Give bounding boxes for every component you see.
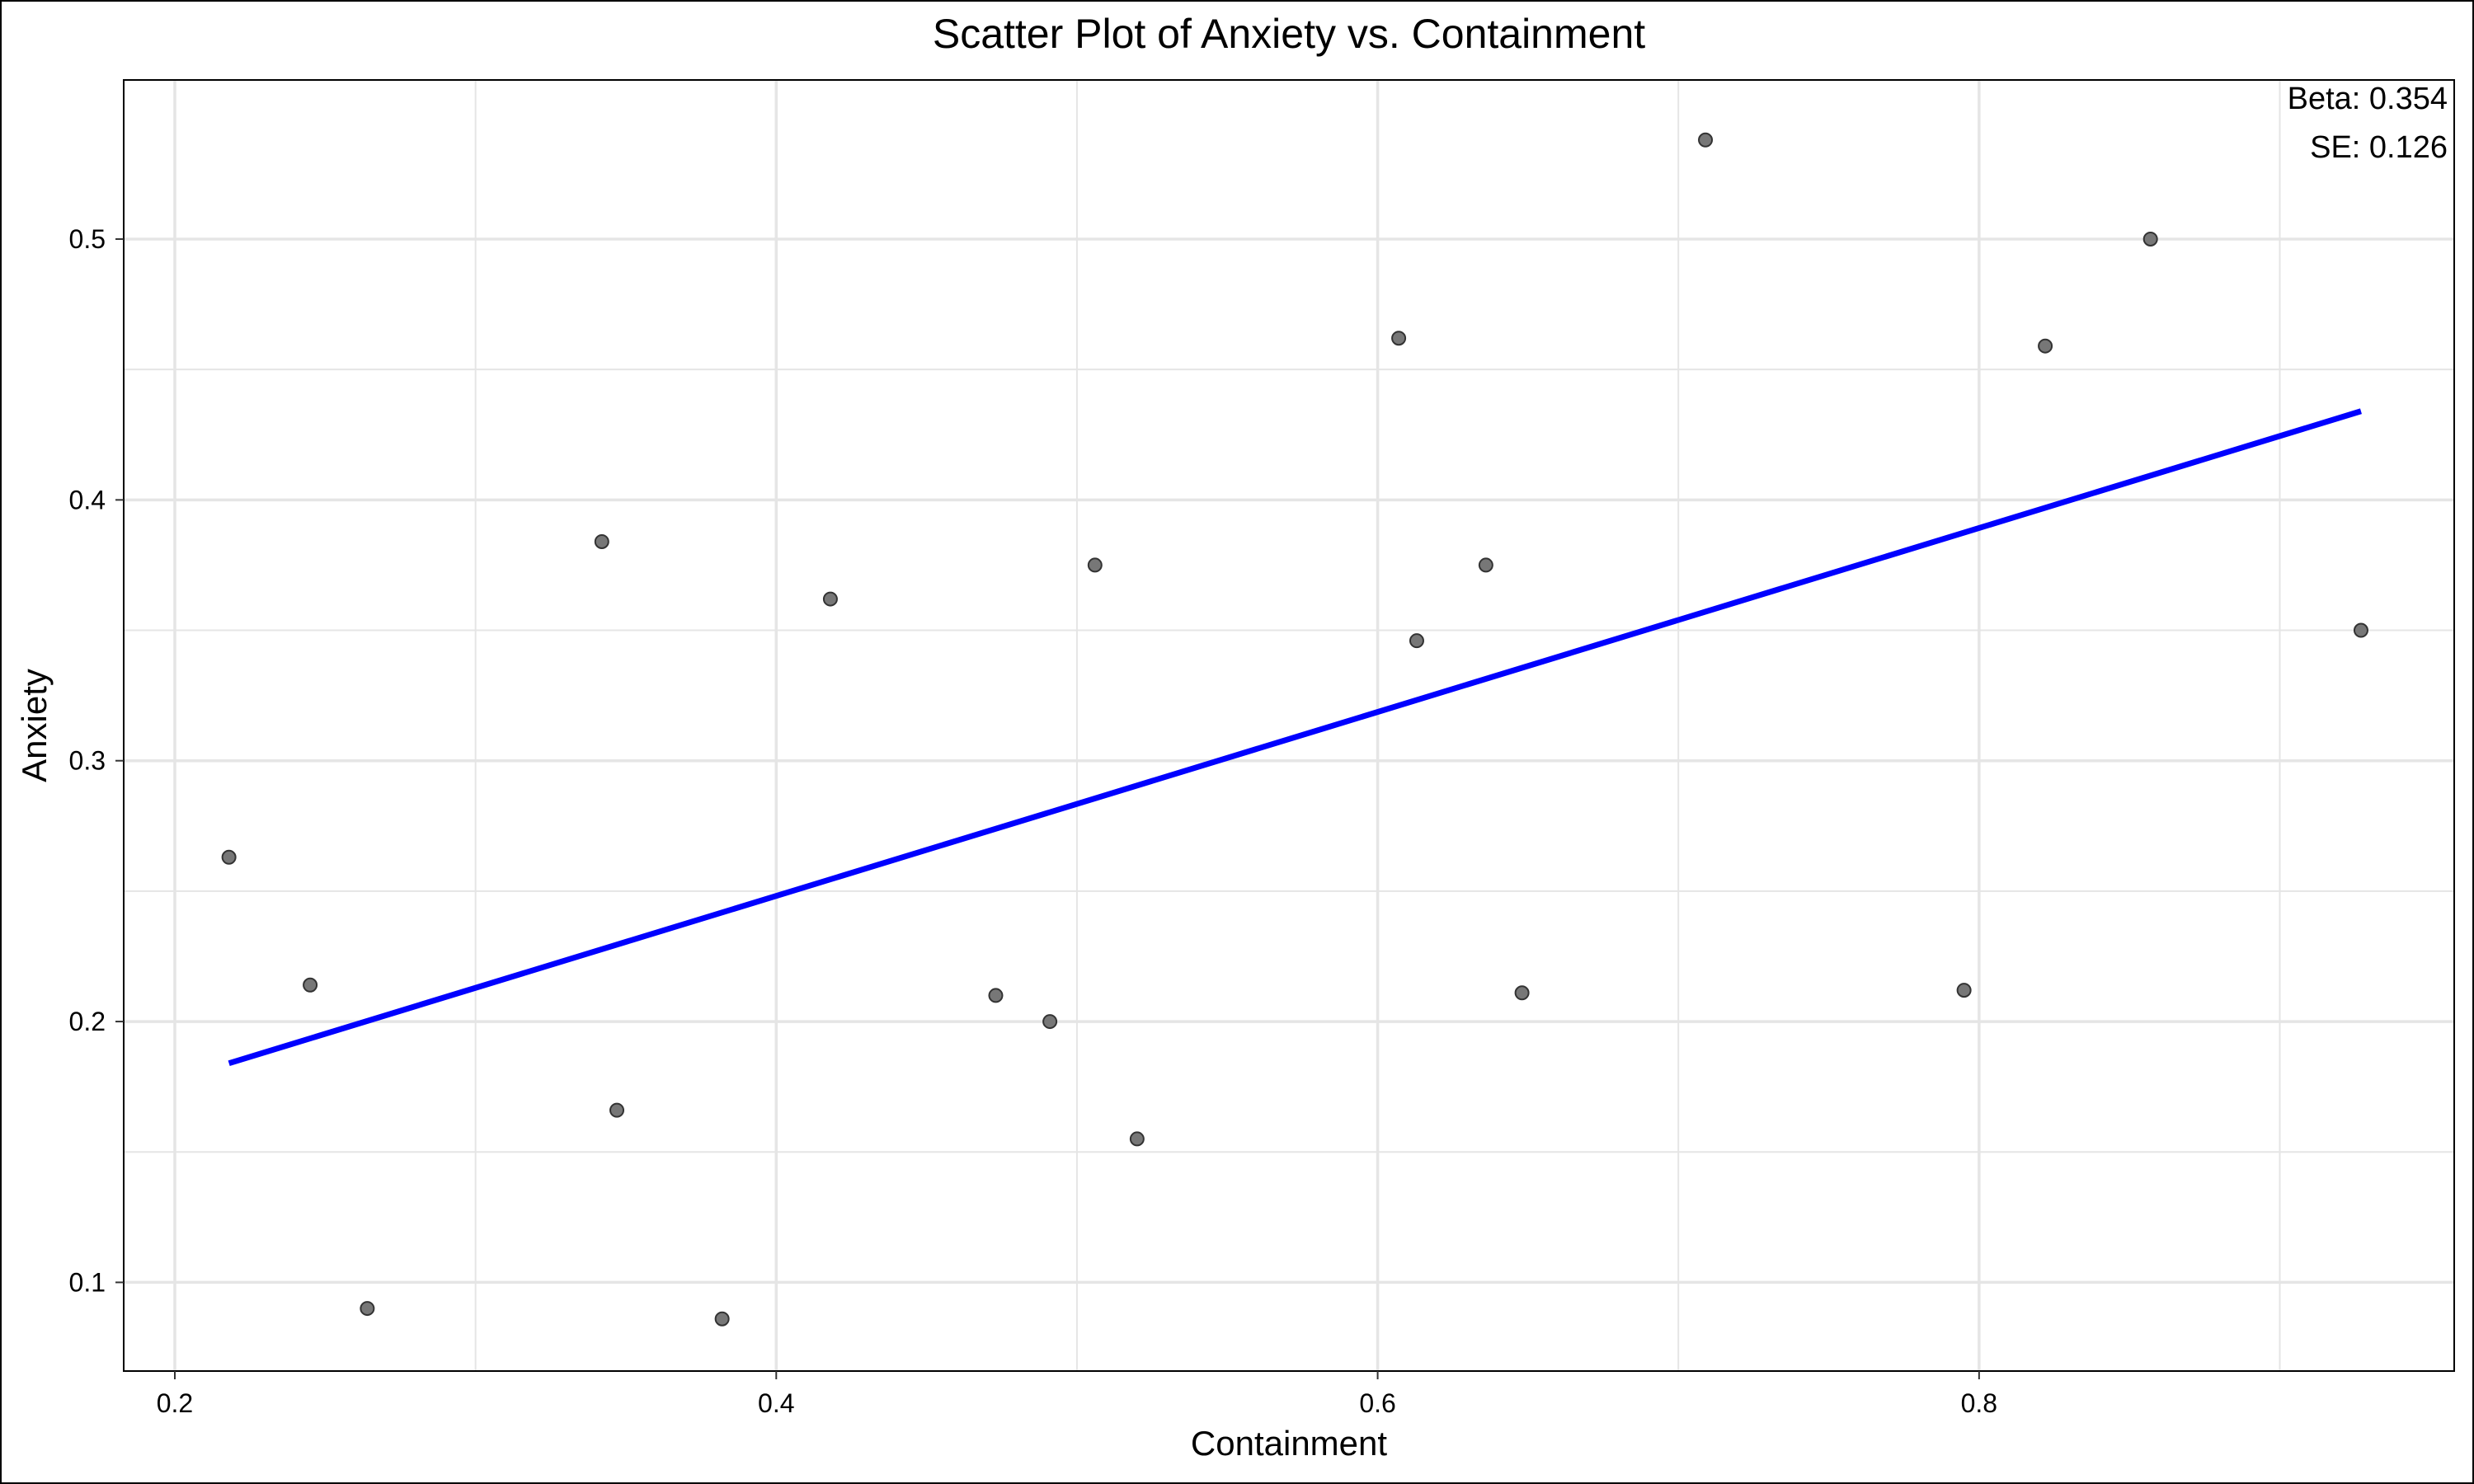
scatter-point: [714, 1311, 730, 1327]
scatter-point: [1129, 1131, 1145, 1147]
scatter-point: [822, 591, 838, 607]
major-grid: [124, 80, 2454, 1371]
x-tick-label: 0.4: [758, 1388, 794, 1418]
chart-title: Scatter Plot of Anxiety vs. Containment: [933, 11, 1645, 57]
scatter-point: [988, 988, 1004, 1003]
scatter-point: [1042, 1014, 1058, 1030]
y-axis-ticks: 0.1 0.2 0.3 0.4 0.5: [69, 224, 124, 1297]
x-tick-label: 0.6: [1359, 1388, 1395, 1418]
fit-line-layer: [228, 408, 2362, 1067]
scatter-point: [221, 849, 237, 865]
scatter-point: [1478, 557, 1493, 573]
scatter-point: [1087, 557, 1103, 573]
x-axis-label: Containment: [1191, 1424, 1387, 1463]
scatter-point: [1698, 132, 1714, 148]
scatter-point: [1409, 633, 1424, 649]
x-tick-label: 0.2: [157, 1388, 193, 1418]
y-tick-label: 0.4: [69, 485, 106, 514]
panel-border: [123, 79, 2455, 1372]
x-axis-ticks: 0.2 0.4 0.6 0.8: [157, 1371, 1997, 1418]
scatter-point: [2142, 231, 2158, 247]
regression-line: [228, 408, 2362, 1067]
y-tick-label: 0.5: [69, 224, 106, 254]
se-annotation: SE: 0.126: [2310, 130, 2448, 165]
scatter-point: [594, 533, 609, 549]
scatter-point: [360, 1301, 375, 1317]
scatter-point: [2038, 338, 2053, 354]
scatter-point: [1514, 985, 1530, 1001]
scatter-point: [1956, 983, 1972, 998]
scatter-point: [303, 977, 318, 993]
minor-grid: [124, 80, 2454, 1371]
scatter-point: [2353, 622, 2368, 638]
y-tick-label: 0.1: [69, 1267, 106, 1297]
scatter-point: [609, 1102, 625, 1118]
x-tick-label: 0.8: [1961, 1388, 1997, 1418]
beta-annotation: Beta: 0.354: [2288, 82, 2448, 116]
y-tick-label: 0.2: [69, 1007, 106, 1036]
y-axis-label: Anxiety: [15, 669, 54, 782]
y-tick-label: 0.3: [69, 746, 106, 776]
points-layer: [221, 132, 2368, 1327]
scatter-point: [1391, 331, 1407, 346]
